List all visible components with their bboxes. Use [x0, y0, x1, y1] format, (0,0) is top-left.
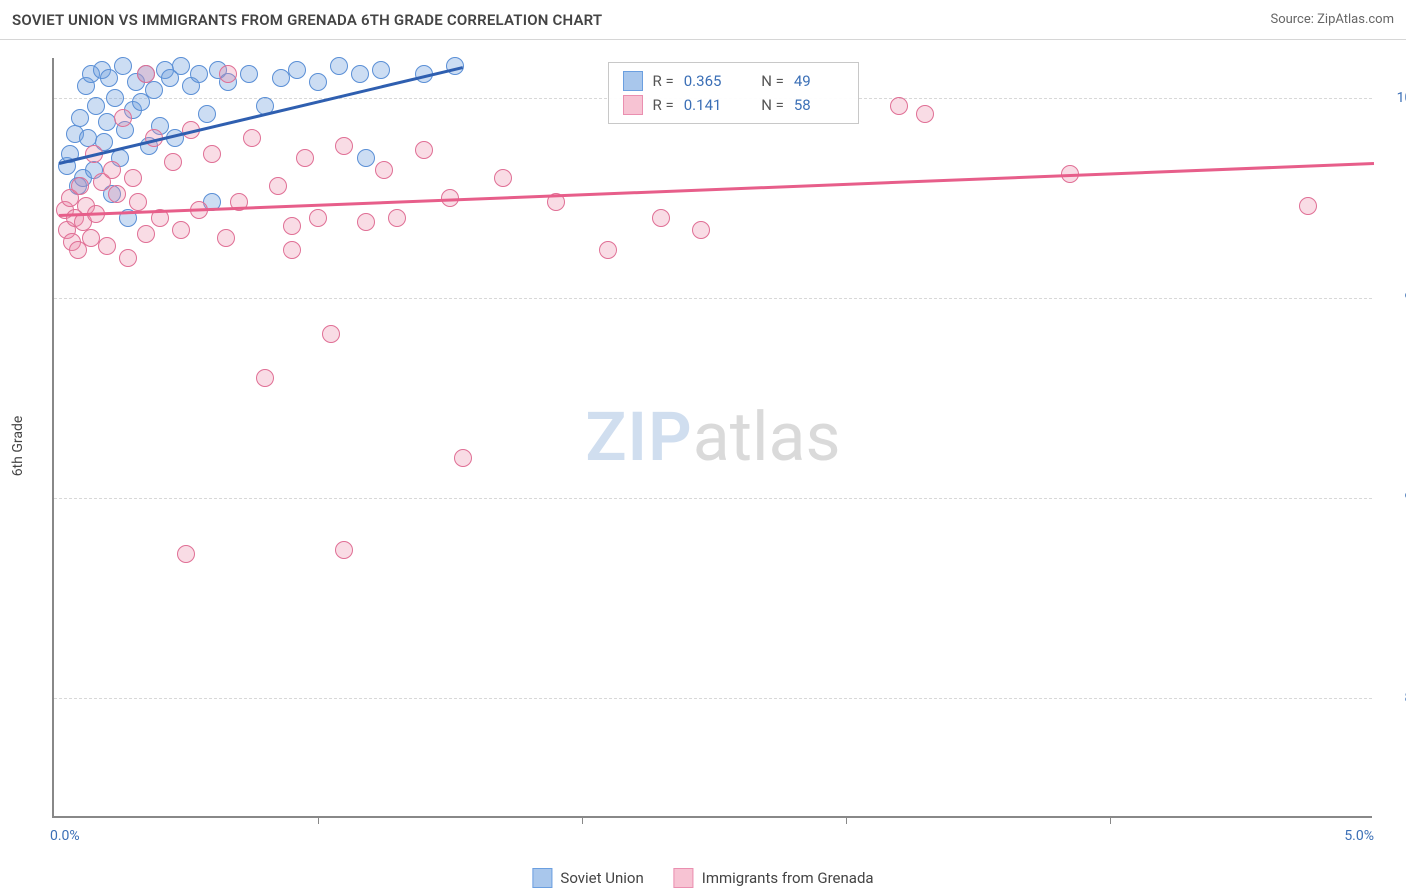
scatter-point-grenada [108, 185, 126, 203]
scatter-point-grenada [283, 241, 301, 259]
scatter-point-soviet [114, 57, 132, 75]
scatter-point-grenada [692, 221, 710, 239]
scatter-point-soviet [351, 65, 369, 83]
legend-r-value-grenada: 0.141 [684, 96, 734, 114]
chart-title: SOVIET UNION VS IMMIGRANTS FROM GRENADA … [12, 11, 602, 29]
trend-line-grenada [59, 162, 1374, 216]
scatter-point-grenada [296, 149, 314, 167]
y-axis-title: 6th Grade [10, 416, 26, 477]
scatter-point-grenada [1299, 197, 1317, 215]
gridline-horizontal [54, 698, 1372, 699]
scatter-point-grenada [124, 169, 142, 187]
x-tick-mark [582, 816, 583, 824]
scatter-plot-area: ZIPatlas 100.0%95.0%90.0%85.0%0.0%5.0%R … [52, 58, 1372, 818]
y-tick-label: 100.0% [1382, 90, 1406, 106]
series-legend-item-grenada: Immigrants from Grenada [674, 868, 874, 888]
source-prefix: Source: [1270, 12, 1317, 27]
legend-bottom: Soviet Union Immigrants from Grenada [532, 868, 873, 888]
scatter-point-soviet [288, 61, 306, 79]
scatter-point-grenada [103, 161, 121, 179]
legend-row-soviet: R = 0.365 N = 49 [623, 69, 844, 93]
scatter-point-soviet [190, 65, 208, 83]
scatter-point-grenada [217, 229, 235, 247]
correlation-legend: R = 0.365 N = 49 R = 0.141 N = 58 [608, 62, 859, 124]
scatter-point-grenada [454, 449, 472, 467]
x-tick-label: 0.0% [50, 828, 80, 844]
scatter-point-grenada [219, 65, 237, 83]
scatter-point-grenada [375, 161, 393, 179]
scatter-point-grenada [599, 241, 617, 259]
scatter-point-grenada [652, 209, 670, 227]
scatter-point-grenada [71, 177, 89, 195]
scatter-point-grenada [164, 153, 182, 171]
scatter-point-soviet [240, 65, 258, 83]
scatter-point-grenada [415, 141, 433, 159]
scatter-point-grenada [335, 137, 353, 155]
y-tick-label: 85.0% [1382, 690, 1406, 706]
scatter-point-grenada [890, 97, 908, 115]
y-tick-label: 95.0% [1382, 290, 1406, 306]
scatter-point-grenada [388, 209, 406, 227]
scatter-point-grenada [172, 221, 190, 239]
header-bar: SOVIET UNION VS IMMIGRANTS FROM GRENADA … [0, 0, 1406, 40]
series-name-grenada: Immigrants from Grenada [702, 869, 874, 887]
scatter-point-grenada [129, 193, 147, 211]
scatter-point-soviet [87, 97, 105, 115]
source-name: ZipAtlas.com [1317, 12, 1394, 27]
legend-row-grenada: R = 0.141 N = 58 [623, 93, 844, 117]
legend-swatch-soviet [623, 71, 643, 91]
x-tick-label: 5.0% [1344, 828, 1374, 844]
scatter-point-grenada [309, 209, 327, 227]
scatter-point-grenada [203, 145, 221, 163]
watermark-part1: ZIP [585, 397, 692, 477]
scatter-point-grenada [335, 541, 353, 559]
scatter-point-soviet [71, 109, 89, 127]
scatter-point-soviet [330, 57, 348, 75]
legend-n-value-soviet: 49 [794, 72, 844, 90]
scatter-point-grenada [283, 217, 301, 235]
scatter-point-soviet [106, 89, 124, 107]
series-name-soviet: Soviet Union [560, 869, 643, 887]
scatter-point-soviet [357, 149, 375, 167]
gridline-horizontal [54, 498, 1372, 499]
scatter-point-grenada [494, 169, 512, 187]
legend-n-label: N = [761, 96, 784, 114]
legend-r-label: R = [653, 96, 674, 114]
scatter-point-grenada [357, 213, 375, 231]
scatter-point-grenada [177, 545, 195, 563]
scatter-point-grenada [243, 129, 261, 147]
scatter-point-soviet [198, 105, 216, 123]
scatter-point-grenada [322, 325, 340, 343]
x-tick-mark [846, 816, 847, 824]
legend-r-label: R = [653, 72, 674, 90]
source-attribution: Source: ZipAtlas.com [1270, 12, 1394, 27]
legend-n-label: N = [761, 72, 784, 90]
series-swatch-soviet [532, 868, 552, 888]
scatter-point-grenada [137, 65, 155, 83]
scatter-point-soviet [372, 61, 390, 79]
watermark: ZIPatlas [585, 397, 840, 477]
series-swatch-grenada [674, 868, 694, 888]
scatter-point-soviet [309, 73, 327, 91]
scatter-point-soviet [172, 57, 190, 75]
scatter-point-grenada [114, 109, 132, 127]
y-tick-label: 90.0% [1382, 490, 1406, 506]
legend-r-value-soviet: 0.365 [684, 72, 734, 90]
x-tick-mark [318, 816, 319, 824]
scatter-point-grenada [269, 177, 287, 195]
scatter-point-grenada [119, 249, 137, 267]
series-legend-item-soviet: Soviet Union [532, 868, 643, 888]
scatter-point-grenada [98, 237, 116, 255]
scatter-point-grenada [137, 225, 155, 243]
watermark-part2: atlas [693, 397, 841, 477]
gridline-horizontal [54, 298, 1372, 299]
scatter-point-grenada [916, 105, 934, 123]
scatter-point-grenada [256, 369, 274, 387]
x-tick-mark [1110, 816, 1111, 824]
scatter-point-soviet [145, 81, 163, 99]
legend-n-value-grenada: 58 [794, 96, 844, 114]
legend-swatch-grenada [623, 95, 643, 115]
